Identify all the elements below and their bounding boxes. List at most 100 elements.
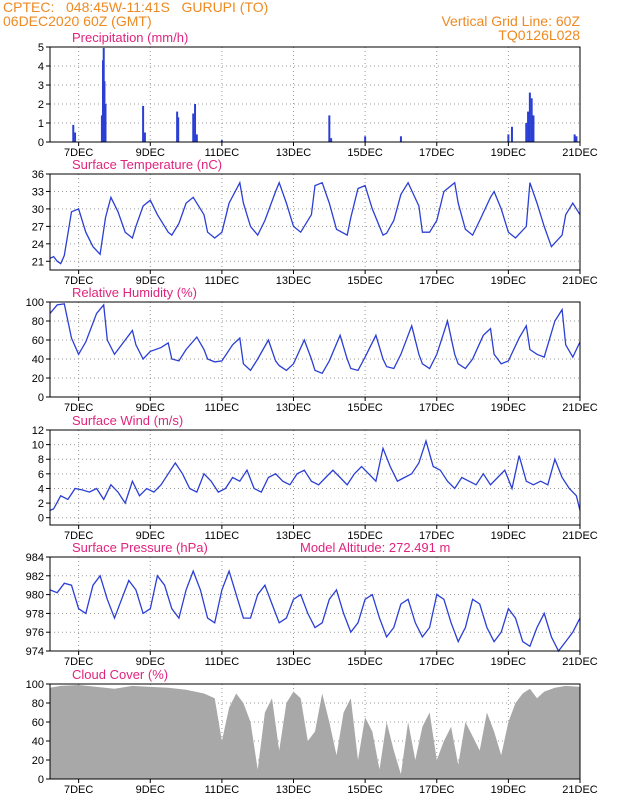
precip-bar xyxy=(100,115,103,142)
temperature-frame xyxy=(49,173,581,271)
humidity-frame xyxy=(49,301,581,398)
y-tick-label: 0 xyxy=(38,137,44,149)
precip-bar xyxy=(527,111,530,142)
y-tick-label: 2 xyxy=(38,498,44,510)
x-tick-label: 19DEC xyxy=(491,656,527,668)
precip-bar xyxy=(192,113,195,142)
precip-bar xyxy=(330,138,333,142)
y-tick-label: 0 xyxy=(38,774,44,786)
x-tick-label: 7DEC xyxy=(64,275,93,287)
y-tick-label: 20 xyxy=(32,373,44,385)
temperature-title: Surface Temperature (nC) xyxy=(72,157,222,172)
x-tick-label: 7DEC xyxy=(64,530,93,542)
x-tick-label: 11DEC xyxy=(205,147,240,159)
x-tick-label: 11DEC xyxy=(205,530,240,542)
x-tick-label: 17DEC xyxy=(419,530,455,542)
x-tick-label: 9DEC xyxy=(136,402,165,414)
precip-bar xyxy=(507,134,510,142)
precip-bar xyxy=(364,136,367,142)
y-tick-label: 27 xyxy=(32,221,44,233)
x-tick-label: 21DEC xyxy=(562,656,598,668)
precip-bar xyxy=(104,104,107,142)
y-tick-label: 24 xyxy=(32,239,44,251)
pressure-title: Surface Pressure (hPa) xyxy=(72,540,208,555)
y-tick-label: 3 xyxy=(38,80,44,92)
wind-title: Surface Wind (m/s) xyxy=(72,413,183,428)
header-grid-note: Vertical Grid Line: 60Z xyxy=(441,13,580,29)
x-tick-label: 13DEC xyxy=(276,530,312,542)
x-tick-label: 11DEC xyxy=(205,656,240,668)
y-tick-label: 80 xyxy=(32,698,44,710)
x-tick-label: 15DEC xyxy=(347,402,383,414)
precipitation-title: Precipitation (mm/h) xyxy=(72,30,188,45)
precip-bar xyxy=(72,124,75,142)
precip-bar xyxy=(328,115,331,142)
y-tick-label: 36 xyxy=(32,169,44,181)
precip-bar xyxy=(528,92,531,142)
y-tick-label: 0 xyxy=(38,392,44,404)
y-tick-label: 2 xyxy=(38,99,44,111)
x-tick-label: 21DEC xyxy=(562,784,598,796)
pressure-series-line xyxy=(49,569,581,653)
y-tick-label: 20 xyxy=(32,755,44,767)
precip-bar xyxy=(220,140,223,142)
precipitation-panel: 0 1 2 3 4 5 7DEC 9DEC 11DEC 13DEC 15DEC 17DEC 19DEC 2… xyxy=(38,30,598,159)
x-tick-label: 15DEC xyxy=(347,530,383,542)
y-tick-label: 4 xyxy=(38,483,44,495)
y-tick-label: 984 xyxy=(26,552,44,564)
precip-bar xyxy=(143,132,146,142)
x-tick-label: 17DEC xyxy=(419,784,455,796)
cloud-cover-frame xyxy=(49,683,581,780)
x-tick-label: 19DEC xyxy=(491,784,527,796)
x-tick-label: 15DEC xyxy=(347,784,383,796)
humidity-title: Relative Humidity (%) xyxy=(72,285,197,300)
wind-series-line xyxy=(49,438,581,511)
y-tick-label: 5 xyxy=(38,42,44,54)
y-tick-label: 976 xyxy=(26,627,44,639)
x-tick-label: 21DEC xyxy=(562,402,598,414)
precip-bar xyxy=(399,136,402,142)
cloud-cover-title: Cloud Cover (%) xyxy=(72,667,168,682)
x-tick-label: 15DEC xyxy=(347,656,383,668)
x-tick-label: 15DEC xyxy=(347,275,383,287)
y-tick-label: 100 xyxy=(26,679,44,691)
temperature-panel: 21 24 27 30 33 36 7DEC 9DEC 11DEC 13DEC 15DEC 17DEC… xyxy=(32,157,598,287)
precip-bar xyxy=(195,134,198,142)
x-tick-label: 19DEC xyxy=(491,147,527,159)
x-tick-label: 11DEC xyxy=(205,784,240,796)
x-tick-label: 7DEC xyxy=(64,656,93,668)
humidity-series-line xyxy=(49,303,581,375)
header-model: TQ0126L028 xyxy=(498,27,580,43)
y-tick-label: 40 xyxy=(32,736,44,748)
x-tick-label: 17DEC xyxy=(419,656,455,668)
precip-bar xyxy=(532,115,535,142)
precip-bar xyxy=(510,126,513,142)
x-tick-label: 19DEC xyxy=(491,275,527,287)
precip-bar xyxy=(177,117,180,142)
header-station: CPTEC: 048:45W-11:41S GURUPI (TO) xyxy=(3,0,268,15)
x-tick-label: 11DEC xyxy=(205,402,240,414)
x-tick-label: 7DEC xyxy=(64,402,93,414)
y-tick-label: 982 xyxy=(26,571,44,583)
y-tick-label: 40 xyxy=(32,354,44,366)
x-tick-label: 17DEC xyxy=(419,147,455,159)
precip-bar xyxy=(525,123,528,142)
x-tick-label: 19DEC xyxy=(491,530,527,542)
x-tick-label: 17DEC xyxy=(419,275,455,287)
y-tick-label: 1 xyxy=(38,118,44,130)
x-tick-label: 7DEC xyxy=(64,147,93,159)
x-tick-label: 17DEC xyxy=(419,402,455,414)
y-tick-label: 974 xyxy=(26,646,44,658)
x-tick-label: 13DEC xyxy=(276,275,312,287)
x-tick-label: 11DEC xyxy=(205,275,240,287)
x-tick-label: 19DEC xyxy=(491,402,527,414)
wind-panel: 0 2 4 6 8 10 12 7DEC 9DEC 11DEC 13DEC 15DEC 17DEC 19D… xyxy=(32,413,598,542)
temperature-series-line xyxy=(49,180,581,265)
x-tick-label: 13DEC xyxy=(276,402,312,414)
x-tick-label: 21DEC xyxy=(562,275,598,287)
x-tick-label: 9DEC xyxy=(136,784,165,796)
y-tick-label: 12 xyxy=(32,425,44,437)
precip-bar xyxy=(176,111,179,142)
header-run: 06DEC2020 60Z (GMT) xyxy=(3,13,152,29)
cloud-cover-panel: 0 20 40 60 80 100 7DEC 9DEC 11DEC 13DEC 15DEC 17DEC… xyxy=(26,667,598,796)
